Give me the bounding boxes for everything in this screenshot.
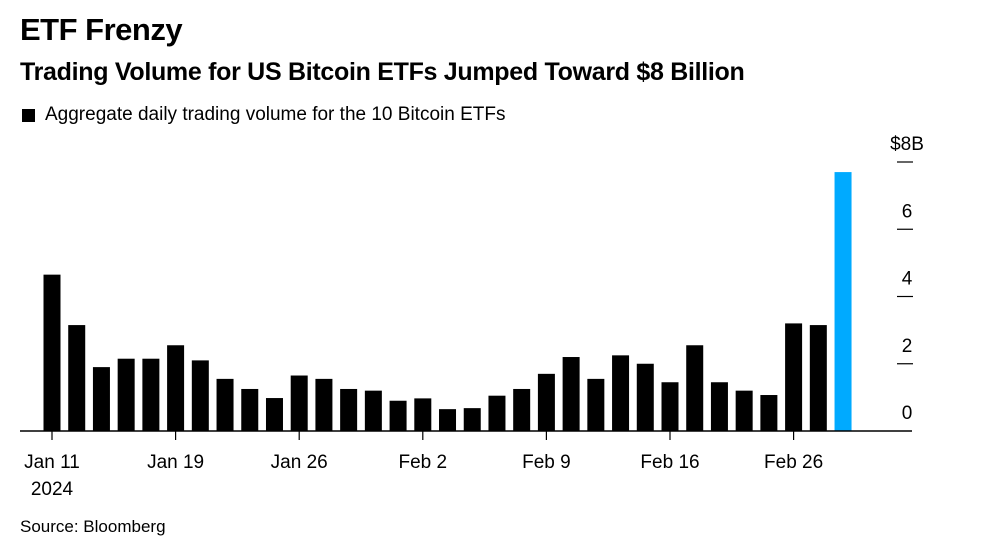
bar [513, 388, 531, 431]
bar [265, 398, 283, 431]
x-tick-label: Jan 26 [271, 452, 328, 473]
bar [191, 360, 209, 431]
bar [364, 390, 382, 431]
legend-swatch [22, 108, 35, 122]
y-tick-label: 2 [902, 336, 913, 357]
bar [290, 375, 308, 431]
bar [241, 388, 259, 431]
bar [414, 398, 432, 431]
bar [809, 325, 827, 431]
bar [167, 345, 185, 431]
bar [636, 363, 654, 431]
y-tick-label: 0 [902, 403, 913, 424]
source-note: Source: Bloomberg [20, 517, 166, 536]
bar [562, 357, 580, 431]
legend: Aggregate daily trading volume for the 1… [22, 104, 505, 126]
y-tick-label: 4 [902, 269, 913, 290]
x-tick-label: Feb 9 [522, 452, 571, 473]
x-tick-label: Jan 11 [24, 452, 80, 473]
x-tick-label: Feb 26 [764, 452, 823, 473]
bar [587, 378, 605, 431]
bar [488, 395, 506, 431]
bar [463, 408, 481, 431]
bar [43, 274, 61, 431]
bar [537, 373, 555, 431]
bar [686, 345, 704, 431]
bar [760, 395, 778, 431]
chart-title: ETF Frenzy [20, 12, 183, 47]
bar [68, 325, 86, 431]
bar [142, 358, 160, 431]
x-tick-label: Feb 2 [399, 452, 448, 473]
bar [117, 358, 135, 431]
x-tick-label: Feb 16 [640, 452, 699, 473]
x-tick-sublabel: 2024 [31, 479, 74, 500]
y-tick-label: $8B [890, 134, 924, 155]
bar [439, 409, 457, 431]
bar [785, 323, 803, 431]
bar [92, 367, 110, 431]
bar [315, 378, 333, 431]
chart-subtitle: Trading Volume for US Bitcoin ETFs Jumpe… [20, 58, 745, 86]
bar [735, 390, 753, 431]
bar [340, 388, 358, 431]
bar [389, 400, 407, 431]
bar [612, 355, 630, 431]
y-tick-label: 6 [902, 201, 913, 222]
bar [834, 172, 852, 431]
bar [661, 382, 679, 431]
bar [710, 382, 728, 431]
x-tick-label: Jan 19 [147, 452, 204, 473]
bar [216, 378, 234, 431]
legend-label: Aggregate daily trading volume for the 1… [45, 104, 506, 125]
